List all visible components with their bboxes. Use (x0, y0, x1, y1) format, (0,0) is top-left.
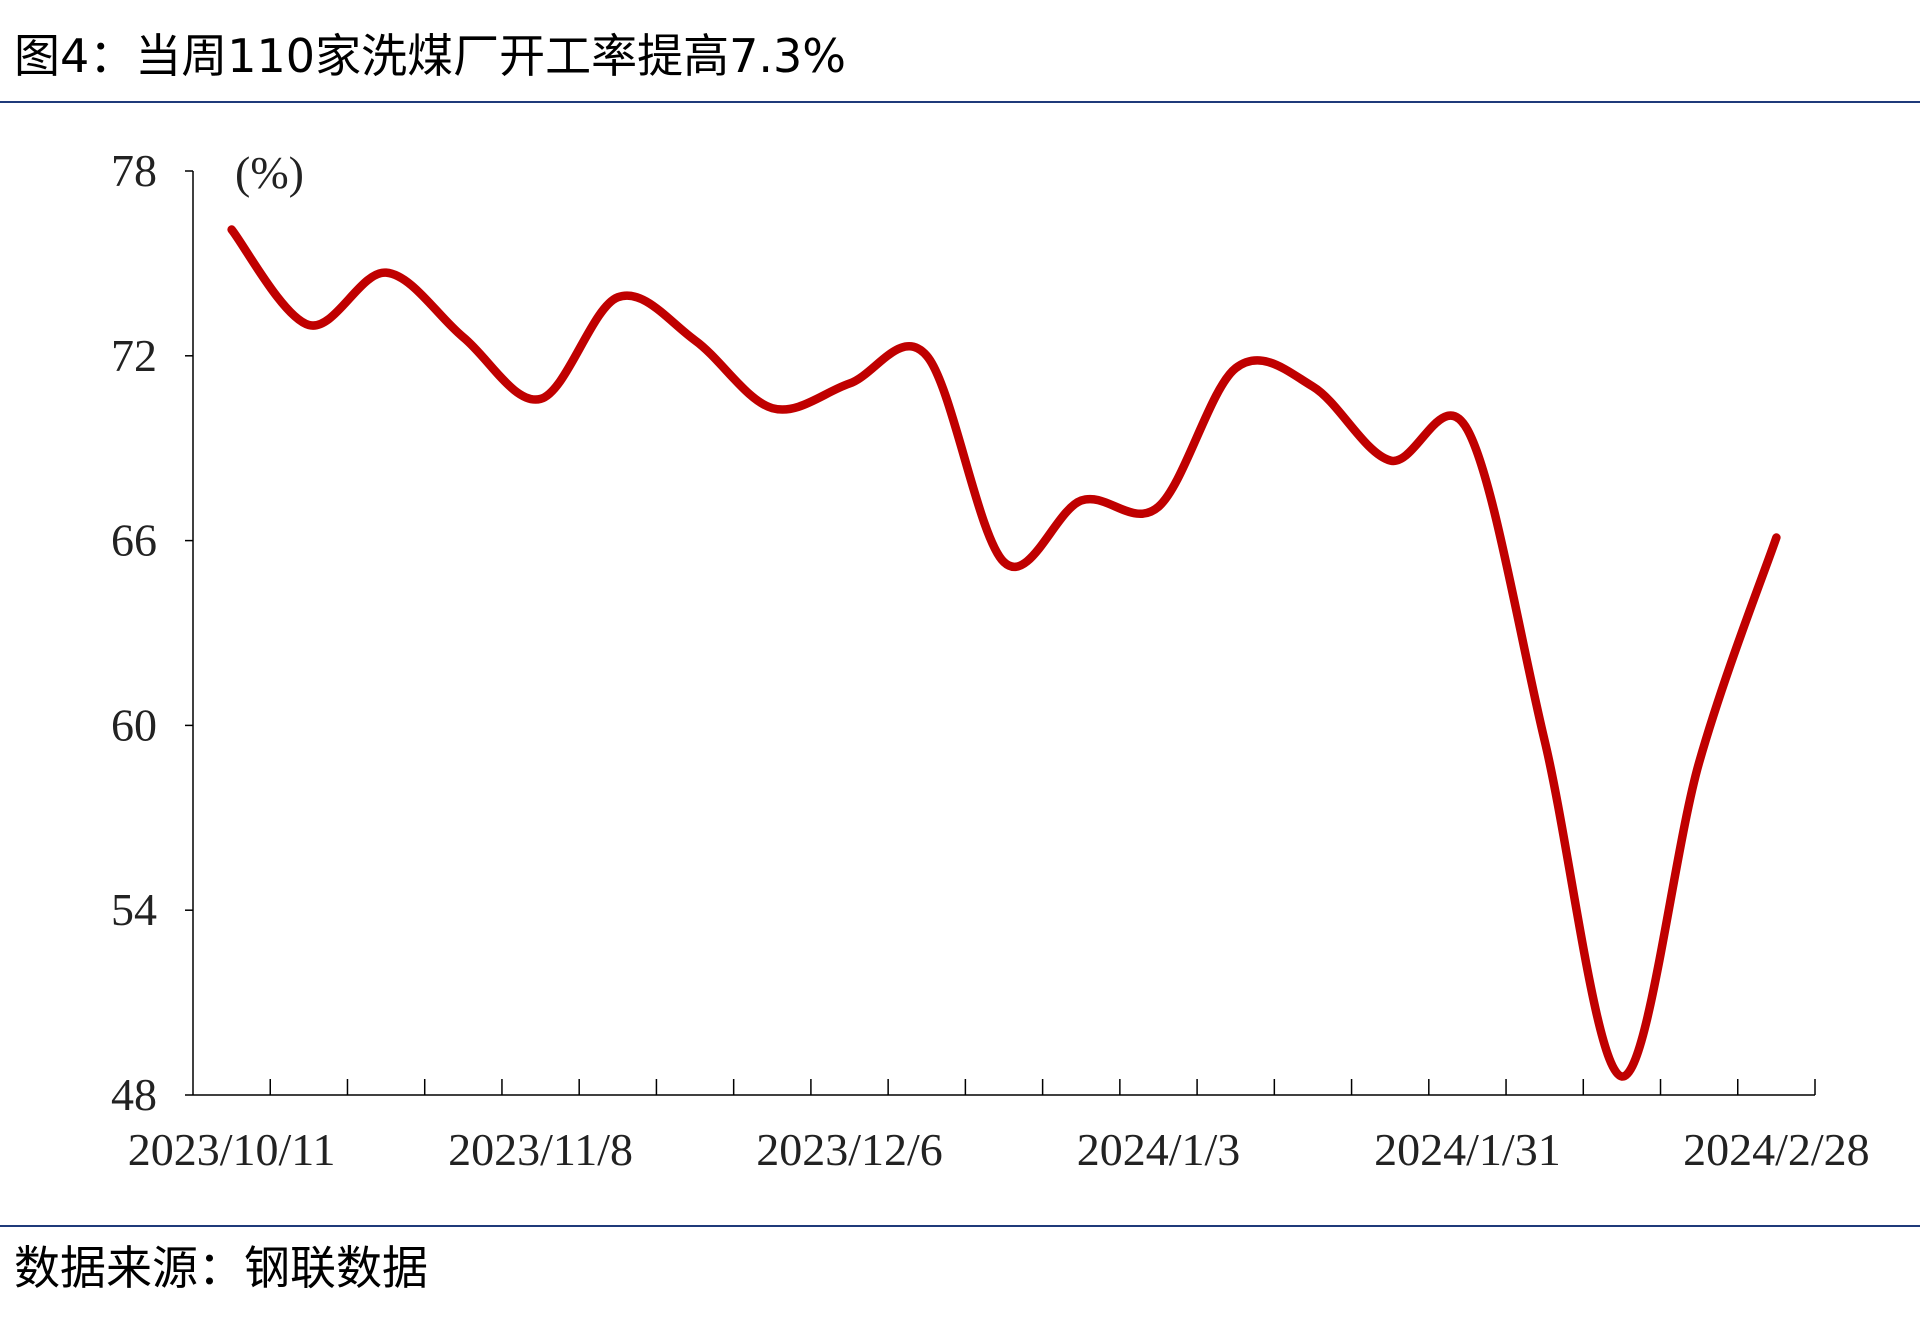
x-tick-label: 2024/2/28 (1683, 1124, 1870, 1175)
y-axis-label: (%) (235, 147, 304, 198)
x-tick-label: 2023/10/11 (128, 1124, 336, 1175)
chart-title: 图4：当周110家洗煤厂开工率提高7.3% (14, 29, 846, 83)
y-tick-label: 48 (111, 1069, 157, 1120)
x-tick-label: 2024/1/3 (1077, 1124, 1241, 1175)
y-tick-label: 72 (111, 330, 157, 381)
y-tick-label: 60 (111, 699, 157, 750)
data-line (227, 225, 1781, 1081)
source-note: 数据来源：钢联数据 (14, 1241, 428, 1295)
x-tick-label: 2023/12/6 (756, 1124, 943, 1175)
y-tick-label: 54 (111, 884, 157, 935)
x-tick-label: 2024/1/31 (1374, 1124, 1561, 1175)
y-tick-label: 66 (111, 515, 157, 566)
y-tick-label: 78 (111, 145, 157, 196)
x-tick-label: 2023/11/8 (448, 1124, 633, 1175)
